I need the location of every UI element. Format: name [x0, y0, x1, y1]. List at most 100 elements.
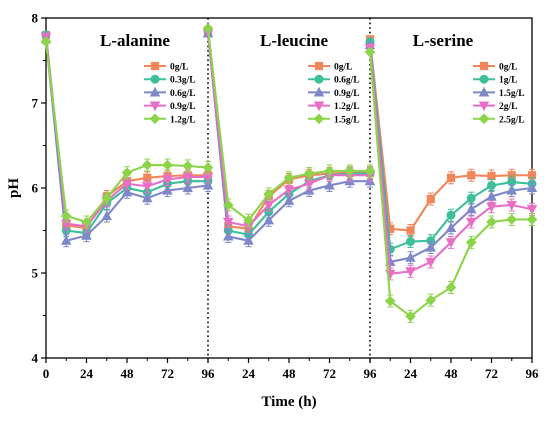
legend-label: 1.5g/L: [334, 115, 360, 125]
data-point: [223, 230, 234, 241]
data-point: [487, 180, 496, 190]
legend-marker: [150, 61, 160, 71]
data-point: [446, 173, 456, 182]
data-point: [406, 237, 415, 247]
data-point: [81, 229, 92, 240]
y-tick-label: 8: [32, 11, 39, 26]
legend-label: 0.9g/L: [334, 89, 360, 99]
data-point: [384, 295, 396, 307]
data-point: [141, 159, 153, 171]
x-tick-label: 24: [242, 366, 256, 381]
x-tick-label: 24: [80, 366, 94, 381]
data-point: [364, 46, 376, 58]
legend-label: 1g/L: [499, 76, 517, 86]
legend-marker: [313, 113, 325, 125]
legend-marker: [314, 74, 324, 84]
data-point: [466, 193, 476, 203]
data-point: [162, 159, 173, 171]
data-point: [486, 190, 497, 201]
data-point: [405, 252, 416, 262]
data-point: [162, 184, 173, 195]
legend-marker: [149, 113, 161, 125]
data-point: [60, 210, 72, 222]
x-axis-title: Time (h): [261, 394, 316, 410]
x-tick-label: 24: [404, 366, 418, 381]
data-point: [121, 186, 133, 197]
data-point: [324, 165, 335, 177]
data-point: [425, 257, 436, 268]
data-point: [526, 182, 538, 193]
data-point: [222, 199, 234, 211]
legend-marker: [313, 101, 325, 112]
legend-marker: [314, 61, 324, 71]
data-point: [243, 235, 254, 245]
legend-label: 0.6g/L: [334, 76, 360, 86]
x-tick-label: 0: [43, 366, 50, 381]
x-tick-label: 96: [364, 366, 378, 381]
legend-label: 0g/L: [499, 63, 517, 73]
data-point: [405, 267, 416, 277]
legend-marker: [478, 86, 490, 97]
x-tick-label: 48: [121, 366, 135, 381]
data-point: [466, 217, 477, 228]
data-point: [304, 179, 315, 190]
data-point: [467, 171, 476, 180]
x-tick-label: 96: [202, 366, 216, 381]
data-point: [445, 282, 457, 293]
x-tick-label: 72: [323, 366, 336, 381]
panel-title: L-alanine: [100, 31, 170, 50]
data-point: [263, 188, 275, 200]
data-point: [121, 167, 133, 179]
data-point: [182, 172, 193, 183]
legend-marker: [150, 74, 160, 84]
data-point: [142, 192, 153, 203]
legend-label: 1.2g/L: [334, 102, 360, 112]
legend-marker: [479, 61, 489, 71]
x-tick-label: 96: [526, 366, 540, 381]
data-point: [283, 185, 295, 196]
data-point: [101, 210, 112, 221]
data-point: [486, 202, 497, 213]
legend-label: 0.9g/L: [170, 102, 196, 112]
data-point: [121, 179, 133, 190]
data-point: [526, 205, 538, 215]
y-tick-label: 5: [32, 266, 39, 281]
panel-title: L-serine: [413, 31, 474, 50]
data-point: [426, 194, 435, 204]
data-point: [61, 235, 72, 245]
x-tick-label: 48: [283, 366, 297, 381]
legend-label: 0.6g/L: [170, 89, 196, 99]
data-point: [202, 22, 214, 34]
data-point: [446, 210, 456, 220]
data-point: [486, 216, 497, 228]
legend-label: 2g/L: [499, 102, 517, 112]
legend-label: 0g/L: [334, 63, 352, 73]
y-tick-label: 4: [32, 351, 39, 366]
legend-marker: [479, 74, 489, 84]
data-point: [182, 160, 194, 172]
data-point: [487, 172, 496, 181]
data-point: [202, 162, 214, 173]
data-point: [324, 179, 335, 190]
legend-marker: [313, 86, 325, 97]
legend-marker: [149, 101, 161, 112]
data-point: [142, 182, 153, 192]
data-point: [425, 241, 436, 252]
data-point: [406, 226, 415, 235]
data-point: [202, 179, 214, 190]
legend-marker: [478, 113, 490, 125]
data-point: [526, 214, 538, 225]
data-point: [40, 36, 52, 48]
data-point: [263, 200, 274, 211]
data-point: [506, 214, 518, 225]
data-point: [506, 200, 517, 211]
legend-label: 2.5g/L: [499, 115, 525, 125]
data-point: [283, 172, 295, 184]
data-point: [81, 216, 92, 228]
data-point: [243, 214, 254, 226]
legend-marker: [478, 101, 490, 112]
data-point: [405, 311, 416, 322]
legend-label: 0g/L: [170, 63, 188, 73]
y-axis-title: pH: [6, 178, 22, 198]
